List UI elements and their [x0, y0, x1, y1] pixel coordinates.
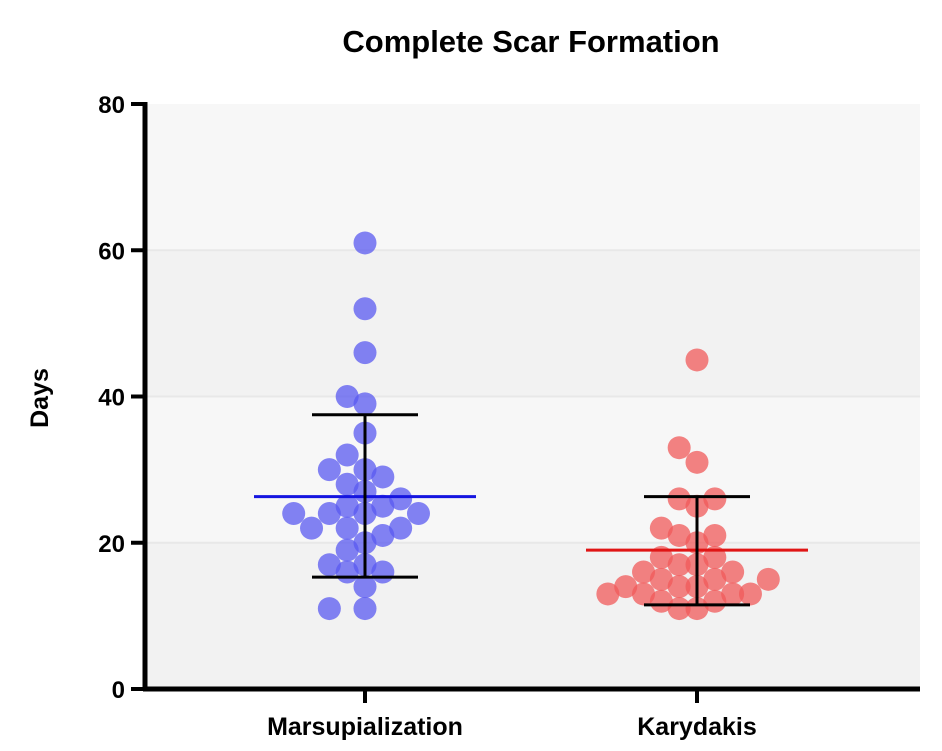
y-ticks: 0 20 40 60 80 — [98, 92, 145, 704]
y-axis-label: Days — [26, 368, 54, 428]
data-point — [317, 458, 341, 482]
y-tick-label: 40 — [98, 385, 125, 412]
data-point — [335, 385, 359, 408]
data-point — [756, 567, 780, 591]
data-point — [317, 502, 341, 525]
chart-title: Complete Scar Formation — [342, 24, 719, 59]
data-point — [317, 553, 341, 577]
grid-band — [145, 542, 920, 689]
data-point — [703, 567, 727, 591]
data-point — [335, 472, 359, 496]
data-point — [282, 502, 306, 525]
data-point — [335, 538, 359, 562]
y-tick-label: 80 — [98, 92, 125, 119]
data-point — [371, 465, 395, 489]
data-point — [703, 487, 727, 511]
data-point — [335, 516, 359, 540]
data-point — [685, 597, 709, 621]
data-point — [389, 487, 413, 511]
data-point — [353, 392, 377, 416]
data-point — [738, 582, 762, 606]
data-point — [353, 231, 377, 255]
data-point — [353, 597, 377, 621]
data-point — [632, 582, 656, 606]
data-point — [649, 589, 673, 613]
data-point — [685, 348, 709, 372]
y-tick-label: 20 — [98, 531, 125, 558]
data-point — [317, 597, 341, 621]
grid-band — [145, 396, 920, 543]
data-point — [371, 494, 395, 518]
data-point — [649, 516, 673, 540]
y-tick-label: 60 — [98, 238, 125, 265]
data-point — [667, 487, 691, 511]
x-tick-label: Marsupialization — [267, 713, 463, 741]
data-point — [721, 560, 745, 584]
plot-background — [145, 104, 920, 689]
data-point — [685, 450, 709, 474]
data-point — [721, 582, 745, 606]
data-point — [614, 575, 638, 599]
data-point — [353, 297, 377, 321]
data-point — [353, 341, 377, 365]
data-point — [649, 567, 673, 591]
grid-band — [145, 104, 920, 251]
data-point — [406, 502, 430, 525]
data-point — [389, 516, 413, 540]
data-point — [667, 575, 691, 599]
data-point — [371, 523, 395, 547]
y-tick-label: 0 — [112, 677, 125, 704]
data-point — [335, 443, 359, 467]
data-point — [667, 436, 691, 460]
data-point — [335, 494, 359, 518]
data-point — [649, 545, 673, 569]
data-point — [596, 582, 620, 606]
data-point — [667, 553, 691, 577]
mean-sd-bars — [254, 413, 808, 607]
data-point — [703, 523, 727, 547]
data-point — [353, 575, 377, 599]
data-point — [300, 516, 324, 540]
grid-band — [145, 250, 920, 397]
data-point — [632, 560, 656, 584]
x-tick-label: Karydakis — [637, 713, 757, 741]
category-labels: Marsupialization Karydakis — [267, 689, 757, 741]
data-point — [667, 523, 691, 547]
data-point — [703, 545, 727, 569]
data-point — [703, 589, 727, 613]
data-point — [667, 597, 691, 621]
